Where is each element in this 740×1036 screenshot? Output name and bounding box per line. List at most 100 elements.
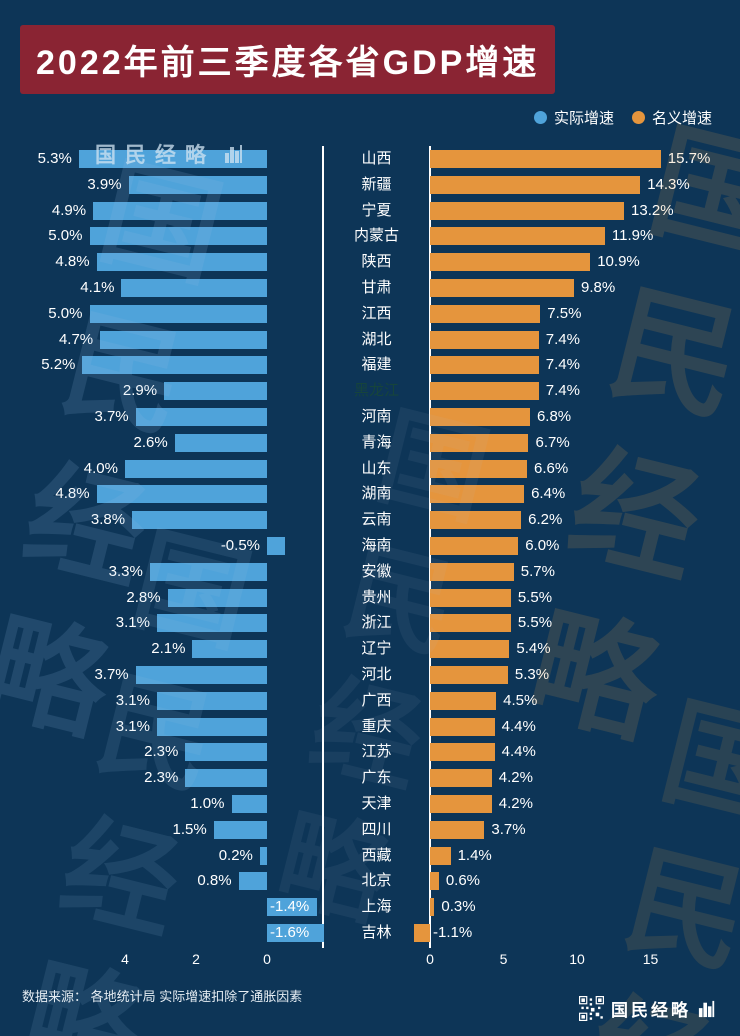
real-growth-value: 2.9%: [122, 382, 158, 400]
chart-row: 1.0% 天津 4.2%: [0, 791, 740, 817]
province-label: 黑龙江: [353, 382, 399, 400]
real-growth-bar: [100, 330, 267, 349]
axis-tick: 10: [569, 951, 585, 967]
nominal-growth-value: 5.3%: [514, 665, 550, 683]
nominal-growth-value: 4.2%: [498, 769, 533, 787]
chart-row: 3.9% 新疆 14.3%: [0, 172, 740, 198]
chart-row: 5.0% 内蒙古 11.9%: [0, 223, 740, 249]
province-label: 重庆: [361, 717, 392, 735]
province-label: 海南: [361, 536, 392, 554]
chart-row: 5.2% 福建 7.4%: [0, 352, 740, 378]
real-growth-bar: [259, 846, 267, 865]
chart-row: 3.1% 重庆 4.4%: [0, 714, 740, 740]
axis-tick: 15: [642, 951, 659, 967]
real-growth-bar: [174, 433, 267, 452]
data-source-note: 数据来源： 各地统计局 实际增速扣除了通胀因素: [22, 989, 303, 1004]
nominal-growth-value: 7.4%: [545, 330, 580, 348]
nominal-growth-bar: [413, 923, 430, 942]
province-label: 西藏: [361, 846, 392, 864]
province-label: 山东: [361, 459, 392, 477]
nominal-growth-value: 0.3%: [441, 898, 476, 916]
nominal-growth-bar: [430, 717, 495, 736]
nominal-growth-bar: [430, 459, 528, 478]
real-growth-bar: [132, 511, 267, 530]
real-growth-value: 1.0%: [190, 794, 225, 812]
nominal-growth-bar: [430, 872, 439, 891]
nominal-growth-value: 4.4%: [501, 743, 536, 761]
qr-code-icon: [579, 996, 604, 1021]
nominal-growth-value: 4.4%: [501, 717, 536, 735]
real-growth-bar: [231, 794, 267, 813]
province-label: 安徽: [361, 562, 392, 580]
nominal-growth-value: 5.5%: [517, 588, 553, 606]
nominal-growth-bar: [430, 304, 541, 323]
real-growth-value: 4.0%: [83, 459, 118, 477]
nominal-growth-bar: [430, 562, 514, 581]
chart-row: 5.0% 江西 7.5%: [0, 301, 740, 327]
left-axis-line: [322, 146, 324, 948]
province-label: 宁夏: [361, 201, 392, 219]
nominal-growth-bar: [430, 175, 641, 194]
nominal-growth-value: 6.7%: [535, 433, 570, 451]
chart-row: 2.6% 青海 6.7%: [0, 430, 740, 456]
real-growth-value: 3.1%: [115, 717, 150, 735]
nominal-growth-bar: [430, 511, 522, 530]
real-growth-bar: [121, 278, 267, 297]
province-label: 贵州: [361, 588, 392, 606]
province-label: 湖南: [361, 485, 392, 503]
chart-row: 3.8% 云南 6.2%: [0, 507, 740, 533]
real-growth-bar: [78, 150, 267, 168]
province-label: 陕西: [361, 253, 392, 271]
chart-row: 2.3% 广东 4.2%: [0, 765, 740, 791]
real-growth-value: 2.8%: [126, 588, 161, 606]
real-growth-bar: [156, 614, 267, 633]
real-growth-value: 3.3%: [108, 562, 143, 580]
legend: 实际增速 名义增速: [533, 107, 712, 128]
province-label: 浙江: [361, 614, 392, 632]
nominal-growth-value: -1.1%: [433, 923, 473, 941]
nominal-growth-value: 15.7%: [667, 150, 711, 167]
real-growth-value: 0.8%: [197, 872, 232, 890]
chart-row: 4.8% 陕西 10.9%: [0, 249, 740, 275]
nominal-growth-value: 13.2%: [631, 201, 674, 219]
real-growth-bar: [93, 201, 267, 220]
axis-tick: 2: [192, 951, 200, 967]
real-growth-bar: [135, 665, 267, 684]
chart-row: 2.9% 黑龙江 7.4%: [0, 378, 740, 404]
real-growth-value: -0.5%: [220, 536, 260, 554]
brand-logo: 国民经略: [579, 996, 716, 1021]
province-label: 北京: [361, 872, 392, 890]
province-label: 四川: [361, 820, 392, 838]
province-label: 上海: [361, 898, 392, 916]
real-growth-value: 3.9%: [87, 175, 122, 193]
province-label: 湖北: [361, 330, 392, 348]
nominal-growth-bar: [430, 640, 510, 659]
real-growth-value: 2.3%: [144, 743, 179, 761]
chart-row: 3.1% 浙江 5.5%: [0, 610, 740, 636]
chart-row: 3.3% 安徽 5.7%: [0, 559, 740, 585]
legend-dot-nominal-icon: [631, 111, 645, 124]
province-label: 广东: [361, 769, 392, 787]
real-growth-bar: [192, 640, 267, 659]
axis-tick: 5: [499, 951, 508, 967]
nominal-growth-value: 6.4%: [531, 485, 566, 503]
province-label: 江西: [361, 304, 392, 322]
real-growth-bar: [156, 691, 267, 710]
nominal-growth-value: 5.4%: [516, 640, 551, 658]
legend-dot-real-icon: [533, 111, 547, 124]
real-growth-bar: [89, 227, 267, 246]
nominal-growth-bar: [430, 769, 492, 788]
real-growth-bar: [164, 382, 267, 401]
nominal-growth-bar: [430, 382, 539, 401]
province-label: 山西: [361, 150, 392, 167]
real-growth-bar: [149, 562, 267, 581]
nominal-growth-value: 9.8%: [581, 278, 616, 296]
nominal-growth-value: 4.2%: [498, 794, 533, 812]
real-growth-bar: [128, 175, 267, 194]
chart-row: 2.8% 贵州 5.5%: [0, 585, 740, 611]
nominal-growth-value: 7.5%: [547, 304, 582, 322]
nominal-growth-value: 7.4%: [545, 382, 580, 400]
real-growth-bar: [267, 898, 317, 917]
province-label: 云南: [361, 511, 392, 529]
province-label: 甘肃: [361, 278, 392, 296]
